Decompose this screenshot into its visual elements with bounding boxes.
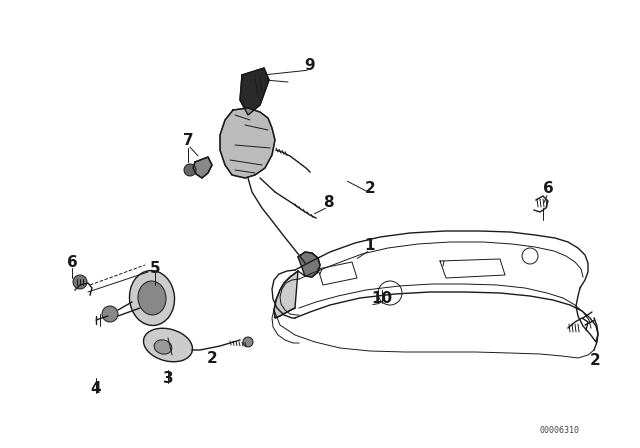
- Text: 00006310: 00006310: [540, 426, 580, 435]
- Text: 3: 3: [163, 370, 173, 385]
- Polygon shape: [240, 68, 269, 115]
- Ellipse shape: [138, 281, 166, 315]
- Circle shape: [102, 306, 118, 322]
- Circle shape: [184, 164, 196, 176]
- Text: 2: 2: [207, 350, 218, 366]
- Text: 5: 5: [150, 260, 160, 276]
- Text: 1: 1: [365, 237, 375, 253]
- Polygon shape: [298, 252, 320, 277]
- Text: 6: 6: [67, 254, 77, 270]
- Ellipse shape: [129, 271, 175, 325]
- Text: 9: 9: [305, 57, 316, 73]
- Ellipse shape: [143, 328, 193, 362]
- Text: 2: 2: [589, 353, 600, 367]
- Circle shape: [73, 275, 87, 289]
- Text: 2: 2: [365, 181, 376, 195]
- Text: 10: 10: [371, 290, 392, 306]
- Polygon shape: [220, 108, 275, 178]
- Polygon shape: [193, 157, 212, 178]
- Text: 6: 6: [543, 181, 554, 195]
- Text: 4: 4: [91, 380, 101, 396]
- Polygon shape: [274, 271, 298, 318]
- Text: 8: 8: [323, 194, 333, 210]
- Circle shape: [243, 337, 253, 347]
- Text: 7: 7: [182, 133, 193, 147]
- Ellipse shape: [154, 340, 172, 354]
